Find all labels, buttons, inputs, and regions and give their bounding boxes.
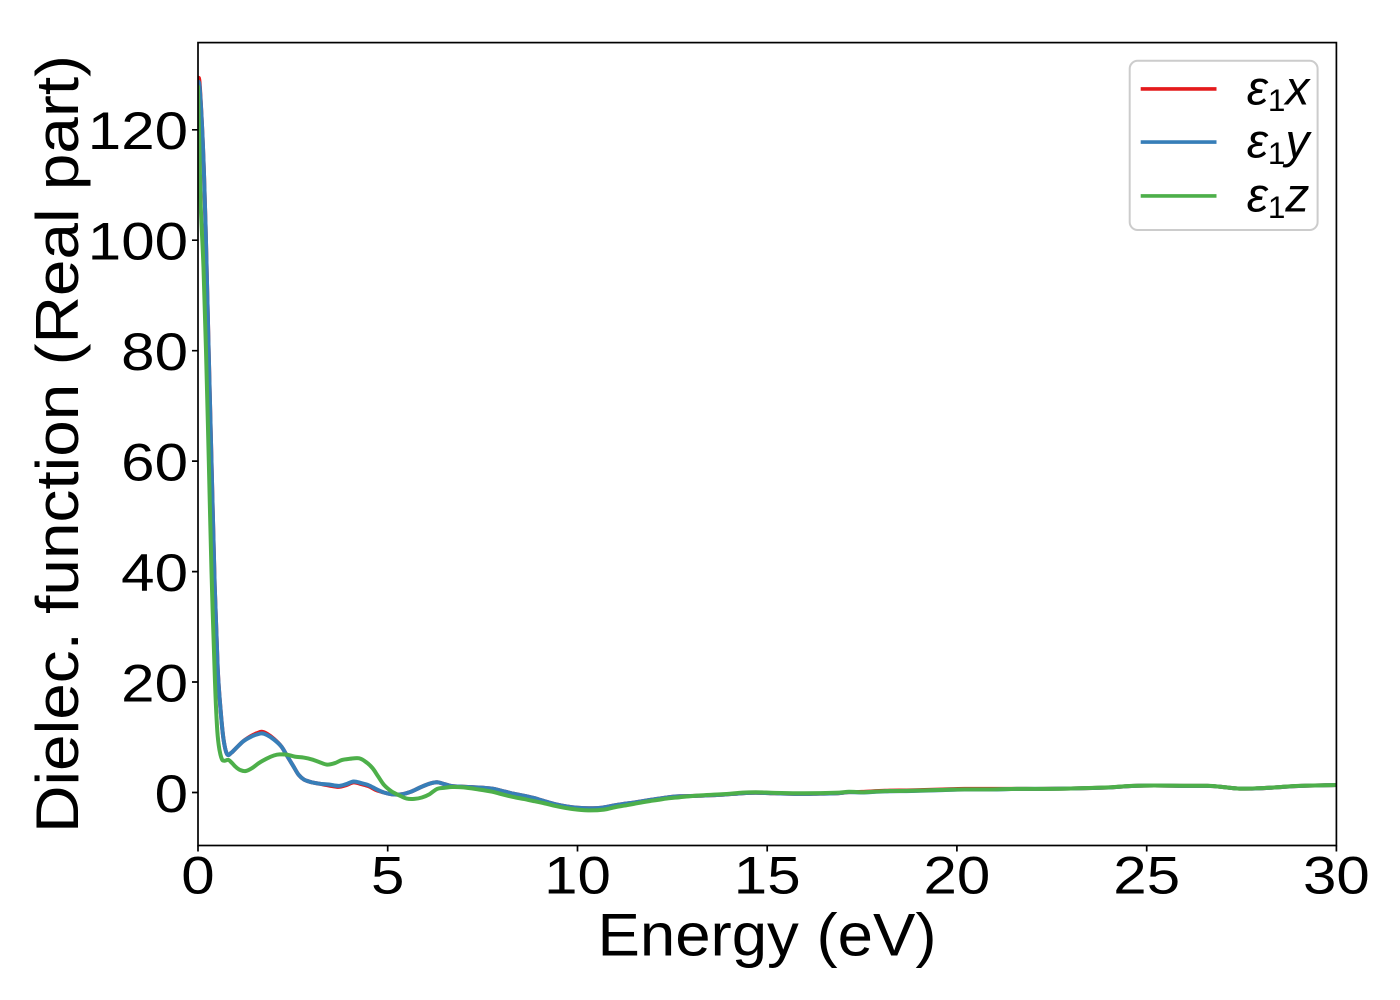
svg-text:40: 40 xyxy=(121,544,188,603)
svg-text:0: 0 xyxy=(155,765,188,824)
svg-text:5: 5 xyxy=(371,847,404,906)
svg-text:20: 20 xyxy=(924,847,991,906)
svg-text:25: 25 xyxy=(1113,847,1180,906)
svg-text:20: 20 xyxy=(121,654,188,713)
svg-text:30: 30 xyxy=(1303,847,1370,906)
svg-text:Energy (eV): Energy (eV) xyxy=(598,901,937,968)
svg-text:60: 60 xyxy=(121,433,188,492)
svg-text:80: 80 xyxy=(121,323,188,382)
svg-text:15: 15 xyxy=(734,847,801,906)
svg-text:0: 0 xyxy=(181,847,214,906)
svg-text:100: 100 xyxy=(88,213,188,272)
svg-text:ε1z: ε1z xyxy=(1247,169,1310,225)
svg-text:Dielec. function (Real part): Dielec. function (Real part) xyxy=(24,55,91,833)
svg-text:10: 10 xyxy=(544,847,611,906)
svg-text:120: 120 xyxy=(88,102,188,161)
